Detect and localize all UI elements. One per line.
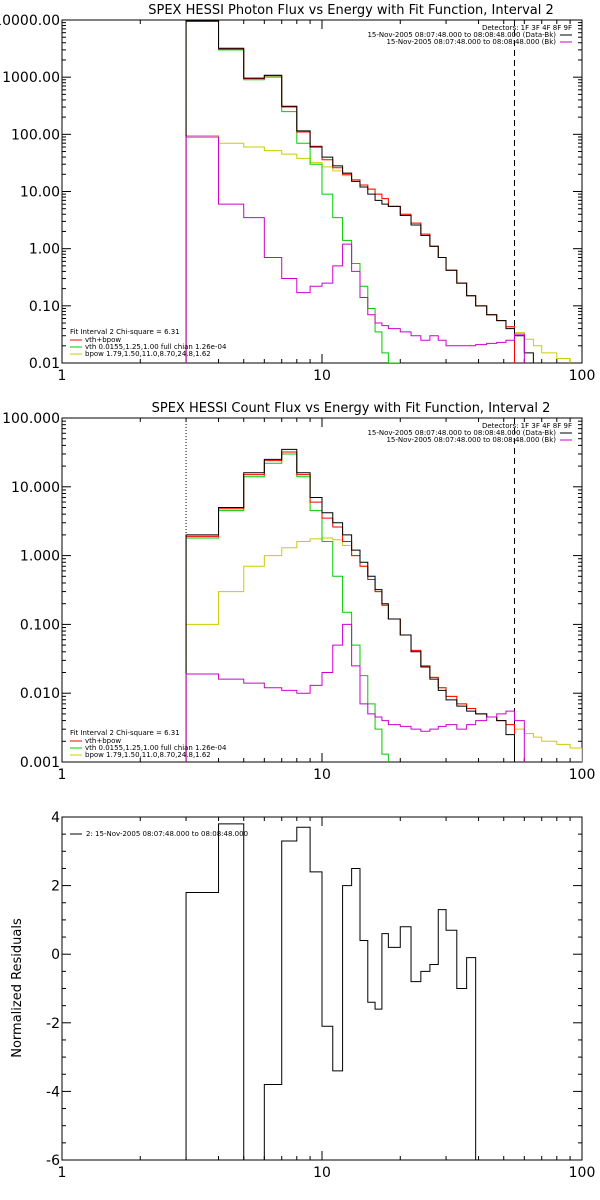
photon-series-line-3 bbox=[185, 20, 534, 363]
photon-series-group bbox=[185, 20, 571, 363]
count-y-tick-label: 0.010 bbox=[20, 686, 60, 702]
count-bk-label: 15-Nov-2005 08:07:48.000 to 08:08:48.000… bbox=[386, 436, 556, 444]
residuals-x-tick-label: 10 bbox=[313, 1165, 331, 1181]
residuals-x-tick-label: 100 bbox=[569, 1165, 596, 1181]
residuals-y-tick-label: -4 bbox=[46, 1084, 60, 1100]
photon-interval-markers bbox=[185, 20, 515, 363]
photon-y-tick-label: 1.00 bbox=[29, 242, 60, 258]
residuals-y-tick-label: 0 bbox=[51, 947, 60, 963]
count-fit-legend: Fit Interval 2 Chi-square = 6.31 vth+bpo… bbox=[70, 729, 227, 759]
photon-y-tick-label: 0.01 bbox=[29, 356, 60, 372]
count-x-tick-label: 100 bbox=[569, 767, 596, 783]
photon-y-tick-label: 100.00 bbox=[11, 127, 60, 143]
count-header-legend: Detectors: 1F 3F 4F 8F 9F 15-Nov-2005 08… bbox=[367, 422, 572, 444]
residuals-y-tick-label: 4 bbox=[51, 810, 60, 826]
photon-x-tick-label: 10 bbox=[313, 368, 331, 384]
count-x-tick-label: 1 bbox=[58, 767, 67, 783]
count-fit-item-2: bpow 1.79,1.50,11.0,8.70,24.8,1.62 bbox=[85, 751, 211, 759]
photon-series-line-4 bbox=[185, 136, 525, 363]
photon-header-legend: Detectors: 1F 3F 4F 8F 9F 15-Nov-2005 08… bbox=[367, 24, 572, 46]
photon-bk-label: 15-Nov-2005 08:07:48.000 to 08:08:48.000… bbox=[386, 38, 556, 46]
count-interval-markers bbox=[185, 418, 515, 762]
residuals-y-axis-label: Normalized Residuals bbox=[10, 918, 25, 1058]
residuals-series-line-0 bbox=[185, 823, 477, 1160]
photon-y-tick-label: 0.10 bbox=[29, 299, 60, 315]
count-y-tick-label: 0.001 bbox=[20, 755, 60, 771]
residuals-y-tick-label: 2 bbox=[51, 879, 60, 895]
count-series-line-0 bbox=[185, 537, 582, 762]
count-series-line-3 bbox=[185, 448, 515, 762]
count-fit-heading: Fit Interval 2 Chi-square = 6.31 bbox=[70, 729, 180, 737]
photon-x-tick-label: 100 bbox=[569, 368, 596, 384]
residuals-panel: Normalized Residuals 1 10 100 -6 -4 -2 0 2 4 2: … bbox=[10, 810, 595, 1181]
photon-chart-title: SPEX HESSI Photon Flux vs Energy with Fi… bbox=[148, 3, 554, 18]
photon-fit-item-0: vth+bpow bbox=[85, 336, 121, 344]
photon-detectors-label: Detectors: 1F 3F 4F 8F 9F bbox=[482, 24, 572, 32]
photon-x-tick-label: 1 bbox=[58, 368, 67, 384]
photon-series-line-2 bbox=[185, 20, 515, 363]
residuals-series-group bbox=[185, 823, 477, 1160]
count-flux-panel: SPEX HESSI Count Flux vs Energy with Fit… bbox=[2, 401, 595, 783]
residuals-y-tick-label: -2 bbox=[46, 1016, 60, 1032]
residuals-legend-label: 2: 15-Nov-2005 08:07:48.000 to 08:08:48.… bbox=[86, 830, 248, 838]
photon-flux-panel: SPEX HESSI Photon Flux vs Energy with Fi… bbox=[0, 3, 595, 384]
count-y-tick-label: 0.100 bbox=[20, 617, 60, 633]
photon-fit-item-1: vth 0.0155,1.25,1.00 full chian 1.26e-04 bbox=[85, 343, 227, 351]
photon-series-line-1 bbox=[185, 20, 401, 363]
count-fit-item-0: vth+bpow bbox=[85, 737, 121, 745]
photon-fit-legend: Fit Interval 2 Chi-square = 6.31 vth+bpo… bbox=[70, 328, 227, 358]
residuals-y-tick-label: -6 bbox=[46, 1153, 60, 1169]
photon-fit-heading: Fit Interval 2 Chi-square = 6.31 bbox=[70, 328, 180, 336]
residuals-legend: 2: 15-Nov-2005 08:07:48.000 to 08:08:48.… bbox=[70, 830, 248, 838]
count-detectors-label: Detectors: 1F 3F 4F 8F 9F bbox=[482, 422, 572, 430]
photon-fit-item-2: bpow 1.79,1.50,11.0,8.70,24.8,1.62 bbox=[85, 350, 211, 358]
count-series-line-1 bbox=[185, 453, 389, 762]
count-data-bk-label: 15-Nov-2005 08:07:48.000 to 08:08:48.000… bbox=[367, 429, 556, 437]
count-chart-title: SPEX HESSI Count Flux vs Energy with Fit… bbox=[152, 401, 551, 416]
count-y-tick-label: 1.000 bbox=[20, 549, 60, 565]
count-plot-frame bbox=[61, 417, 583, 763]
count-series-group bbox=[185, 448, 582, 762]
residuals-x-tick-label: 1 bbox=[58, 1165, 67, 1181]
count-series-line-2 bbox=[185, 451, 515, 762]
count-y-tick-label: 10.000 bbox=[11, 480, 60, 496]
count-y-tick-label: 100.000 bbox=[2, 411, 60, 427]
residuals-axes: 1 10 100 -6 -4 -2 0 2 4 bbox=[46, 810, 595, 1181]
photon-y-tick-label: 1000.00 bbox=[2, 70, 60, 86]
photon-y-tick-label: 10.00 bbox=[20, 185, 60, 201]
count-series-line-4 bbox=[185, 623, 525, 762]
photon-y-tick-label: 10000.00 bbox=[0, 13, 60, 29]
photon-data-bk-label: 15-Nov-2005 08:07:48.000 to 08:08:48.000… bbox=[367, 31, 556, 39]
count-x-tick-label: 10 bbox=[313, 767, 331, 783]
photon-axes: 1 10 100 0.01 0.10 1.00 10.00 100.00 1000.00 1000… bbox=[0, 13, 595, 384]
count-axes: 1 10 100 0.001 0.010 0.100 1.000 10.000 100.000 bbox=[2, 411, 595, 783]
count-fit-item-1: vth 0.0155,1.25,1.00 full chian 1.26e-04 bbox=[85, 744, 227, 752]
